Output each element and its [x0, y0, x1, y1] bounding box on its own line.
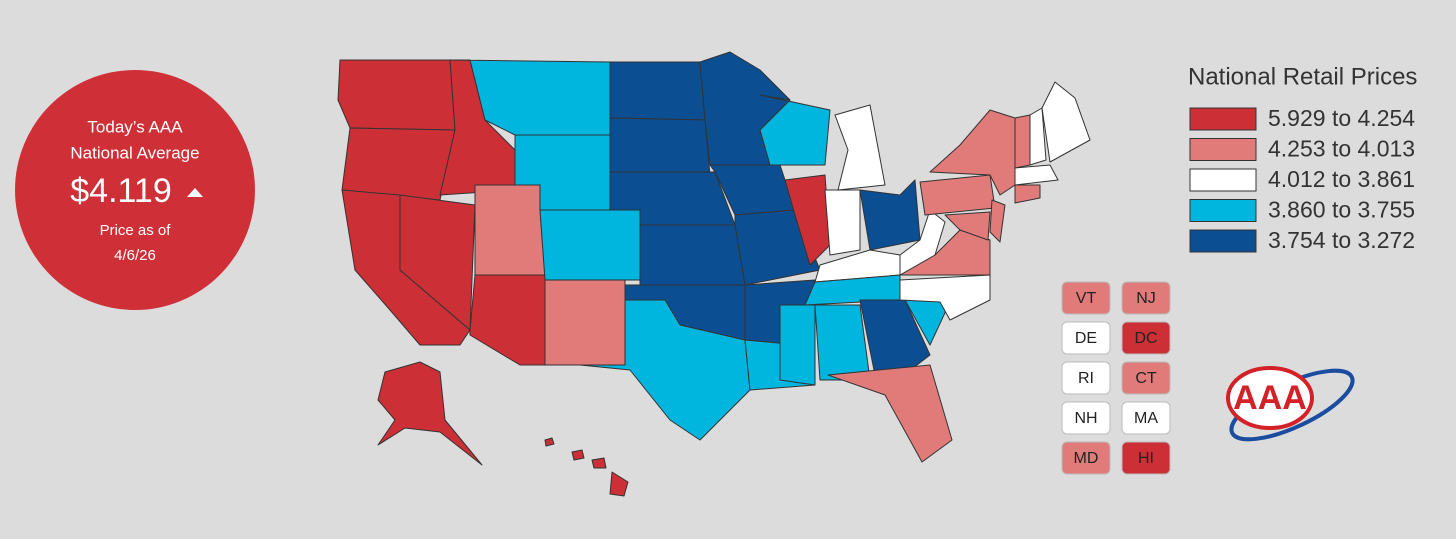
badge-caption: 4/6/26 [114, 247, 156, 264]
state [544, 437, 555, 447]
state-label: NH [1074, 410, 1097, 427]
state-label: MA [1134, 410, 1158, 427]
state [899, 209, 946, 276]
state [341, 127, 456, 201]
state-label: DC [1134, 330, 1157, 347]
state [1029, 107, 1047, 166]
state [1014, 164, 1059, 186]
badge [15, 70, 255, 310]
state-label: HI [1138, 450, 1154, 467]
legend: 5.929 to 4.254 4.253 to 4.013 4.012 to 3.8… [1189, 105, 1415, 253]
legend-label: 4.012 to 3.861 [1268, 166, 1415, 192]
state-box [1121, 401, 1171, 435]
state-box [1061, 441, 1111, 475]
state-box [1121, 281, 1171, 315]
state [639, 224, 746, 286]
legend-title: National Retail Prices [1188, 63, 1417, 90]
state [1014, 114, 1031, 169]
state-box [1061, 281, 1111, 315]
state-box [1061, 361, 1111, 395]
state-label: CT [1135, 370, 1157, 387]
badge-line: National Average [70, 143, 199, 162]
legend-label: 3.860 to 3.755 [1268, 197, 1415, 223]
legend-swatch [1189, 199, 1257, 222]
state [944, 211, 991, 241]
badge-price: $4.119 [70, 172, 171, 210]
legend-swatch [1189, 168, 1257, 192]
state [814, 304, 871, 381]
state-label: DE [1075, 330, 1097, 347]
state [591, 457, 607, 469]
state [469, 274, 546, 366]
state [609, 61, 706, 121]
state-label: RI [1078, 370, 1094, 387]
legend-swatch [1189, 138, 1257, 161]
up-arrow [187, 188, 203, 197]
state [824, 189, 861, 256]
state [609, 471, 629, 497]
state [377, 361, 483, 466]
state-box [1121, 361, 1171, 395]
logo: AAA [1226, 366, 1355, 442]
state [609, 117, 711, 176]
state [579, 299, 751, 441]
state [539, 209, 641, 281]
legend-label: 3.754 to 3.272 [1268, 227, 1415, 253]
state [337, 59, 456, 131]
state [827, 364, 953, 463]
badge-caption: Price as of [100, 222, 172, 239]
state [834, 104, 886, 191]
state-label: VT [1076, 290, 1097, 307]
legend-swatch [1189, 107, 1257, 131]
state [784, 174, 831, 266]
state [759, 94, 831, 166]
state [1014, 184, 1041, 204]
badge-line: Today’s AAA [87, 117, 183, 136]
state-label: NJ [1136, 290, 1156, 307]
state [779, 304, 816, 386]
state [544, 279, 626, 366]
state [919, 174, 996, 216]
legend-label: 5.929 to 4.254 [1268, 105, 1415, 131]
state-box [1061, 401, 1111, 435]
state [474, 184, 546, 276]
state-box [1121, 441, 1171, 475]
state [1041, 81, 1091, 163]
state-label: MD [1074, 450, 1099, 467]
legend-swatch [1189, 229, 1257, 253]
us-map [337, 51, 1091, 497]
state [571, 449, 585, 461]
state-box [1061, 321, 1111, 355]
legend-label: 4.253 to 4.013 [1268, 136, 1415, 162]
small-states: VT NJ DE DC RI CT NH MA MD HI [1061, 281, 1171, 475]
state [859, 179, 921, 251]
state [989, 199, 1006, 243]
state-box [1121, 321, 1171, 355]
logo-text: AAA [1233, 379, 1307, 417]
